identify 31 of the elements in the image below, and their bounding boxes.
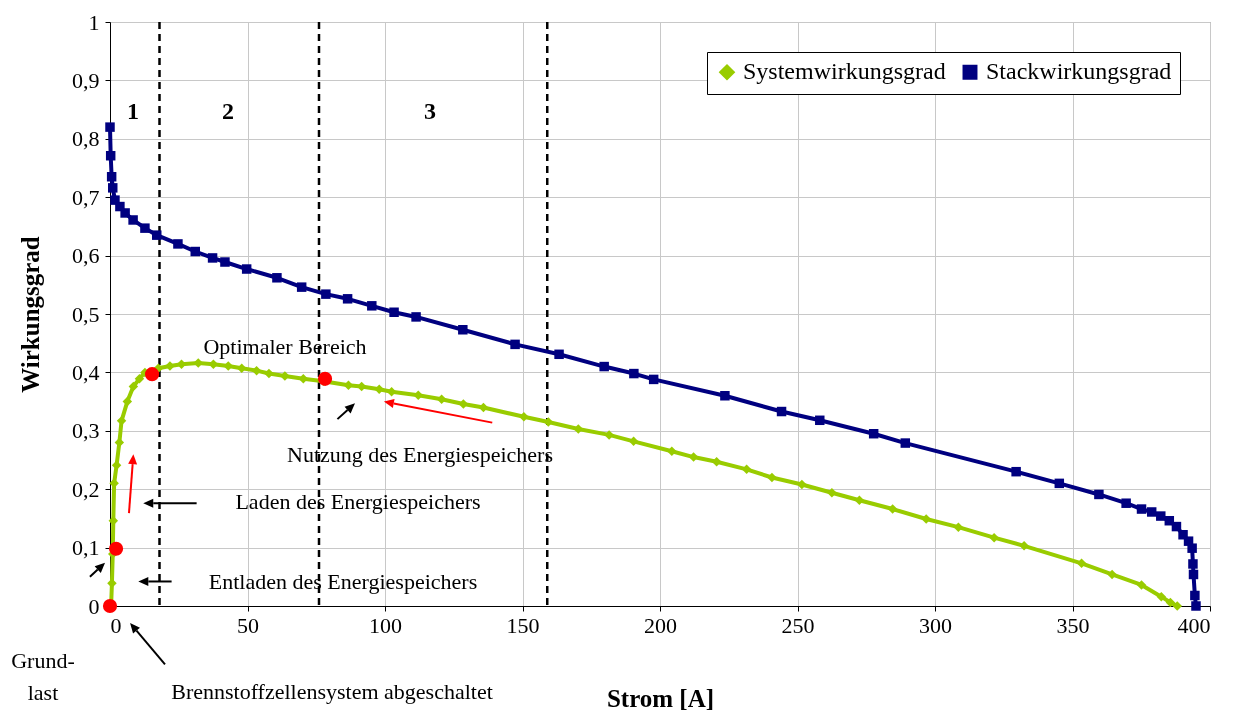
y-tick-label: 0,5 bbox=[72, 301, 100, 327]
y-tick-label: 1 bbox=[88, 9, 100, 35]
annotation: 3 bbox=[424, 98, 436, 124]
y-axis-title: Wirkungsgrad bbox=[17, 236, 44, 393]
annotation: Optimaler Bereich bbox=[203, 334, 367, 359]
y-tick-label: 0,4 bbox=[72, 359, 100, 385]
legend-label: Stackwirkungsgrad bbox=[986, 58, 1172, 85]
annotation: 1 bbox=[127, 98, 139, 124]
x-tick-label: 100 bbox=[369, 612, 402, 638]
text: Grund- last bbox=[11, 648, 75, 705]
y-tick-label: 0,2 bbox=[72, 476, 100, 502]
y-tick-label: 0,9 bbox=[72, 67, 100, 93]
x-axis-title: Strom [A] bbox=[606, 684, 715, 712]
y-tick-label: 0,3 bbox=[72, 418, 100, 444]
x-tick-label: 400 bbox=[1177, 612, 1211, 638]
x-tick-label: 0 bbox=[110, 612, 122, 638]
annotation: Nutzung des Energiespeichers bbox=[287, 442, 553, 467]
x-tick-label: 350 bbox=[1056, 612, 1090, 638]
y-tick-label: 0 bbox=[88, 593, 100, 619]
x-tick-label: 250 bbox=[781, 612, 815, 638]
y-tick-label: 0,1 bbox=[72, 535, 100, 561]
y-tick-label: 0,6 bbox=[72, 243, 100, 269]
text: Brennstoffzellensystem abgeschaltet bbox=[171, 679, 493, 704]
x-tick-label: 150 bbox=[506, 612, 540, 638]
y-tick-label: 0,8 bbox=[72, 126, 100, 152]
x-tick-label: 50 bbox=[237, 612, 259, 638]
annotation: 2 bbox=[222, 98, 234, 124]
x-tick-label: 300 bbox=[919, 612, 952, 638]
y-tick-label: 0,7 bbox=[72, 184, 100, 210]
x-tick-label: 200 bbox=[644, 612, 677, 638]
legend-label: Systemwirkungsgrad bbox=[743, 58, 946, 85]
